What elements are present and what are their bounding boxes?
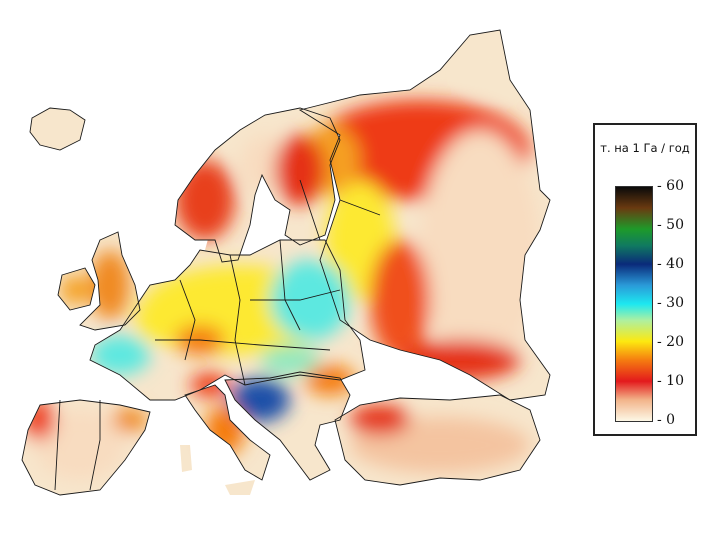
heatmap-layer [22, 30, 550, 495]
europe-map [0, 0, 551, 496]
legend-tick-50: - 50 [657, 217, 684, 233]
legend-tick-0: - 0 [657, 412, 676, 428]
legend-tick-30: - 30 [657, 295, 684, 311]
legend-title: т. на 1 Га / год [600, 141, 690, 155]
legend-tick-40: - 40 [657, 256, 684, 272]
legend-tick-20: - 20 [657, 334, 684, 350]
legend: т. на 1 Га / год - 60 - 50 - 40 - 30 - 2… [593, 123, 697, 436]
colorbar [615, 186, 653, 422]
legend-tick-10: - 10 [657, 373, 684, 389]
country-borders [0, 0, 551, 496]
legend-tick-60: - 60 [657, 178, 684, 194]
